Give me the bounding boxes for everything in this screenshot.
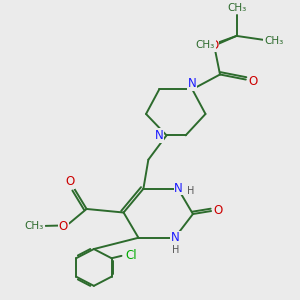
- Text: CH₃: CH₃: [264, 36, 283, 46]
- Text: CH₃: CH₃: [25, 221, 44, 231]
- Text: Cl: Cl: [125, 249, 136, 262]
- Text: O: O: [214, 204, 223, 217]
- Text: O: O: [65, 176, 74, 188]
- Text: N: N: [174, 182, 183, 195]
- Text: O: O: [59, 220, 68, 233]
- Text: N: N: [188, 77, 197, 91]
- Text: N: N: [171, 231, 180, 244]
- Text: CH₃: CH₃: [196, 40, 215, 50]
- Text: O: O: [248, 75, 258, 88]
- Text: H: H: [187, 186, 194, 196]
- Text: O: O: [209, 39, 218, 52]
- Text: N: N: [155, 129, 164, 142]
- Text: CH₃: CH₃: [227, 3, 246, 13]
- Text: H: H: [172, 244, 179, 255]
